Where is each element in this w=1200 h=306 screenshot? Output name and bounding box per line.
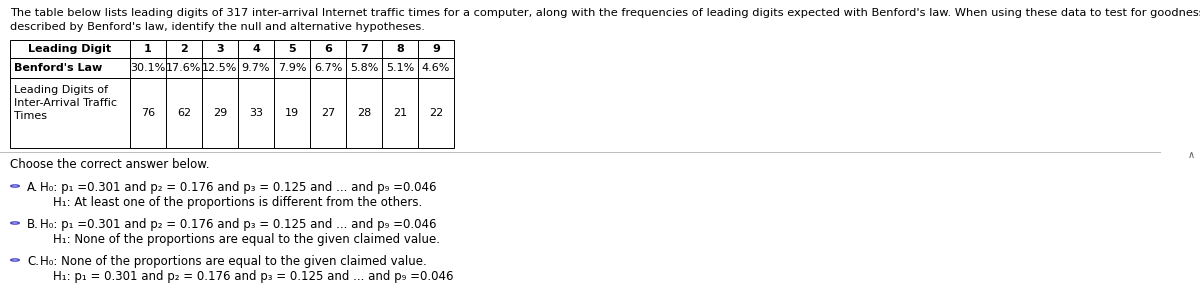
Text: 9.7%: 9.7% bbox=[241, 63, 270, 73]
Text: Inter-Arrival Traffic: Inter-Arrival Traffic bbox=[14, 98, 118, 108]
Text: 62: 62 bbox=[176, 108, 191, 118]
Text: Leading Digit: Leading Digit bbox=[29, 44, 112, 54]
Text: 7: 7 bbox=[360, 44, 368, 54]
Text: 4: 4 bbox=[252, 44, 260, 54]
Text: 7.9%: 7.9% bbox=[277, 63, 306, 73]
Text: described by Benford's law, identify the null and alternative hypotheses.: described by Benford's law, identify the… bbox=[10, 22, 425, 32]
Text: Leading Digits of: Leading Digits of bbox=[14, 85, 108, 95]
Text: 27: 27 bbox=[320, 108, 335, 118]
Text: Benford's Law: Benford's Law bbox=[14, 63, 102, 73]
Text: 4.6%: 4.6% bbox=[422, 63, 450, 73]
Text: H₀: None of the proportions are equal to the given claimed value.: H₀: None of the proportions are equal to… bbox=[40, 255, 427, 268]
Text: 8: 8 bbox=[396, 44, 404, 54]
Text: H₀: p₁ =0.301 and p₂ = 0.176 and p₃ = 0.125 and ... and p₉ =0.046: H₀: p₁ =0.301 and p₂ = 0.176 and p₃ = 0.… bbox=[40, 181, 437, 194]
Text: 5.1%: 5.1% bbox=[386, 63, 414, 73]
Text: 2: 2 bbox=[180, 44, 188, 54]
Text: 3: 3 bbox=[216, 44, 224, 54]
Text: The table below lists leading digits of 317 inter-arrival Internet traffic times: The table below lists leading digits of … bbox=[10, 8, 1200, 18]
Text: H₀: p₁ =0.301 and p₂ = 0.176 and p₃ = 0.125 and ... and p₉ =0.046: H₀: p₁ =0.301 and p₂ = 0.176 and p₃ = 0.… bbox=[40, 218, 437, 231]
Text: 5: 5 bbox=[288, 44, 296, 54]
Text: 29: 29 bbox=[212, 108, 227, 118]
Text: H₁: p₁ = 0.301 and p₂ = 0.176 and p₃ = 0.125 and ... and p₉ =0.046: H₁: p₁ = 0.301 and p₂ = 0.176 and p₃ = 0… bbox=[53, 270, 454, 283]
Text: B.: B. bbox=[28, 218, 38, 231]
Text: 5.8%: 5.8% bbox=[350, 63, 378, 73]
Text: 12.5%: 12.5% bbox=[203, 63, 238, 73]
Text: 33: 33 bbox=[250, 108, 263, 118]
Text: A.: A. bbox=[28, 181, 38, 194]
Text: 17.6%: 17.6% bbox=[167, 63, 202, 73]
Text: 28: 28 bbox=[356, 108, 371, 118]
Text: 22: 22 bbox=[428, 108, 443, 118]
Text: 1: 1 bbox=[144, 44, 152, 54]
Text: 6: 6 bbox=[324, 44, 332, 54]
Text: C.: C. bbox=[28, 255, 38, 268]
Text: 21: 21 bbox=[392, 108, 407, 118]
Text: Choose the correct answer below.: Choose the correct answer below. bbox=[10, 158, 210, 171]
Text: 19: 19 bbox=[284, 108, 299, 118]
Text: 76: 76 bbox=[140, 108, 155, 118]
Text: ∧: ∧ bbox=[1188, 150, 1194, 160]
Text: Times: Times bbox=[14, 111, 47, 121]
Text: H₁: None of the proportions are equal to the given claimed value.: H₁: None of the proportions are equal to… bbox=[53, 233, 440, 246]
Text: 6.7%: 6.7% bbox=[314, 63, 342, 73]
Text: 30.1%: 30.1% bbox=[131, 63, 166, 73]
Text: H₁: At least one of the proportions is different from the others.: H₁: At least one of the proportions is d… bbox=[53, 196, 422, 209]
Text: 9: 9 bbox=[432, 44, 440, 54]
